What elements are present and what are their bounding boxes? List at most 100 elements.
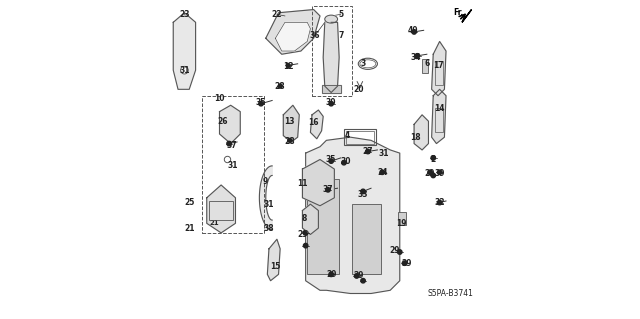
Circle shape bbox=[361, 189, 365, 194]
Text: 7: 7 bbox=[338, 31, 344, 40]
Polygon shape bbox=[462, 10, 472, 22]
Text: 8: 8 bbox=[301, 214, 307, 223]
Circle shape bbox=[329, 159, 333, 163]
Polygon shape bbox=[173, 13, 196, 89]
Polygon shape bbox=[259, 166, 272, 230]
Text: 30: 30 bbox=[340, 157, 351, 166]
Circle shape bbox=[342, 160, 346, 165]
Text: 14: 14 bbox=[435, 104, 445, 113]
Text: 23: 23 bbox=[179, 10, 189, 19]
Text: 6: 6 bbox=[424, 59, 429, 68]
Circle shape bbox=[286, 63, 290, 67]
Circle shape bbox=[437, 170, 442, 174]
Bar bbox=[435, 61, 443, 85]
Bar bbox=[346, 131, 374, 144]
Text: 29: 29 bbox=[390, 246, 400, 255]
Text: 29: 29 bbox=[425, 169, 435, 178]
Text: 31: 31 bbox=[378, 149, 389, 158]
Circle shape bbox=[303, 231, 308, 235]
Text: 12: 12 bbox=[283, 63, 293, 71]
Bar bbox=[209, 201, 233, 220]
Circle shape bbox=[288, 138, 292, 142]
Circle shape bbox=[428, 170, 432, 174]
Text: 25: 25 bbox=[184, 198, 195, 207]
Polygon shape bbox=[431, 41, 446, 96]
Circle shape bbox=[329, 272, 333, 277]
Text: 4: 4 bbox=[344, 131, 349, 140]
Text: 9: 9 bbox=[262, 177, 268, 186]
Circle shape bbox=[329, 101, 333, 106]
Bar bbox=[422, 59, 428, 73]
Text: 18: 18 bbox=[410, 133, 421, 142]
Polygon shape bbox=[414, 115, 428, 150]
Text: 22: 22 bbox=[272, 10, 282, 19]
Text: 40: 40 bbox=[407, 26, 418, 35]
Bar bbox=[321, 85, 340, 93]
Circle shape bbox=[361, 278, 365, 283]
Text: 32: 32 bbox=[435, 198, 445, 207]
Text: 26: 26 bbox=[218, 117, 228, 126]
Circle shape bbox=[224, 156, 230, 163]
Text: 38: 38 bbox=[264, 224, 275, 233]
Polygon shape bbox=[303, 204, 319, 234]
Circle shape bbox=[259, 101, 263, 106]
Text: 29: 29 bbox=[326, 270, 337, 279]
Circle shape bbox=[180, 66, 188, 74]
Text: 20: 20 bbox=[353, 85, 364, 94]
Polygon shape bbox=[323, 22, 339, 93]
Circle shape bbox=[431, 173, 435, 178]
Bar bbox=[202, 96, 264, 233]
Text: 13: 13 bbox=[284, 117, 295, 126]
Bar bbox=[435, 108, 443, 132]
Text: 31: 31 bbox=[227, 161, 237, 170]
Text: 5: 5 bbox=[338, 10, 343, 19]
Circle shape bbox=[403, 261, 407, 265]
Text: 37: 37 bbox=[227, 141, 237, 150]
Bar bbox=[307, 179, 339, 274]
Circle shape bbox=[397, 250, 402, 254]
Circle shape bbox=[326, 188, 330, 192]
Ellipse shape bbox=[324, 15, 337, 23]
Circle shape bbox=[227, 141, 231, 146]
Bar bbox=[352, 204, 381, 274]
Text: 33: 33 bbox=[358, 190, 368, 199]
Polygon shape bbox=[310, 110, 323, 139]
Text: 39: 39 bbox=[435, 169, 445, 178]
Text: 21: 21 bbox=[210, 220, 220, 226]
Polygon shape bbox=[266, 10, 320, 54]
Text: 31: 31 bbox=[179, 66, 189, 75]
Circle shape bbox=[278, 84, 282, 88]
Text: 27: 27 bbox=[362, 147, 373, 156]
Polygon shape bbox=[220, 105, 240, 144]
Text: 37: 37 bbox=[323, 185, 333, 194]
Text: 29: 29 bbox=[353, 271, 364, 280]
Text: 28: 28 bbox=[275, 82, 285, 91]
Circle shape bbox=[431, 156, 435, 160]
Text: 15: 15 bbox=[270, 262, 280, 271]
Text: 10: 10 bbox=[214, 94, 225, 103]
Text: 34: 34 bbox=[410, 53, 421, 62]
Polygon shape bbox=[268, 239, 280, 281]
Text: 30: 30 bbox=[326, 98, 337, 107]
Text: 29: 29 bbox=[401, 259, 412, 268]
Bar bbox=[312, 6, 352, 96]
Bar bbox=[344, 129, 376, 145]
Text: 21: 21 bbox=[184, 224, 195, 233]
Text: 3: 3 bbox=[360, 59, 365, 68]
Text: 2: 2 bbox=[431, 155, 436, 164]
Circle shape bbox=[380, 170, 385, 174]
Text: 17: 17 bbox=[433, 61, 444, 70]
Circle shape bbox=[415, 54, 420, 58]
Text: 36: 36 bbox=[310, 31, 321, 40]
Circle shape bbox=[365, 149, 370, 154]
Bar bbox=[321, 85, 340, 93]
Polygon shape bbox=[306, 137, 400, 293]
Polygon shape bbox=[303, 160, 334, 206]
Text: 35: 35 bbox=[256, 98, 266, 107]
Polygon shape bbox=[431, 89, 446, 144]
Bar bbox=[398, 212, 406, 225]
Polygon shape bbox=[284, 105, 300, 142]
Circle shape bbox=[437, 200, 442, 205]
Text: 11: 11 bbox=[297, 179, 308, 188]
Text: 28: 28 bbox=[284, 137, 295, 146]
